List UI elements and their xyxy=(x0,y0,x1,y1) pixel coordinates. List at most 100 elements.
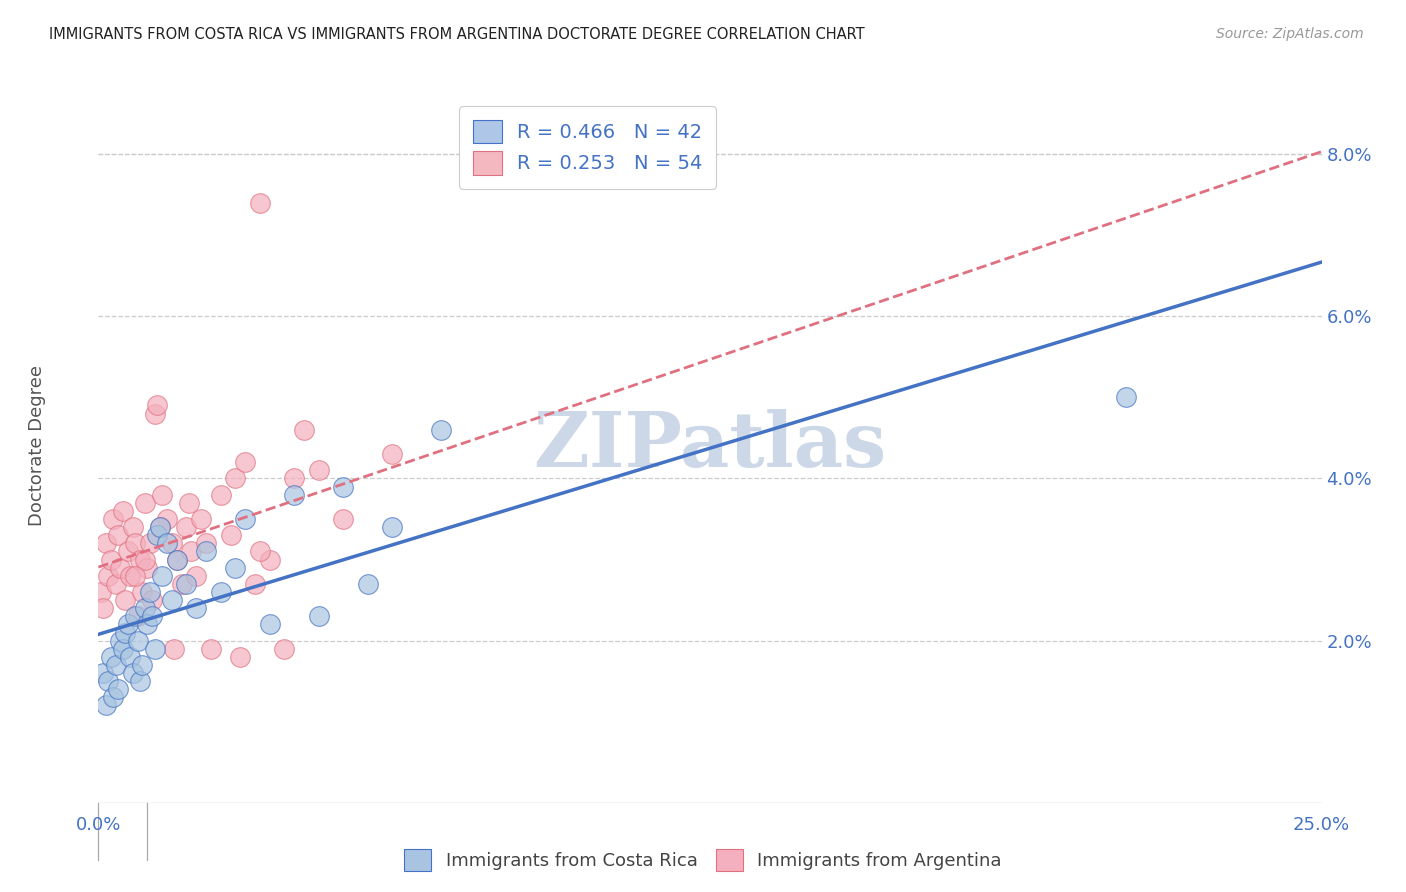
Point xyxy=(166,552,188,566)
Point xyxy=(100,649,122,664)
Point xyxy=(233,455,256,469)
Point xyxy=(381,447,404,461)
Point xyxy=(356,577,378,591)
Point xyxy=(124,568,146,582)
Text: IMMIGRANTS FROM COSTA RICA VS IMMIGRANTS FROM ARGENTINA DOCTORATE DEGREE CORRELA: IMMIGRANTS FROM COSTA RICA VS IMMIGRANTS… xyxy=(49,27,865,42)
Text: Source: ZipAtlas.com: Source: ZipAtlas.com xyxy=(1216,27,1364,41)
Point xyxy=(143,641,166,656)
Point xyxy=(110,633,132,648)
Point xyxy=(134,601,156,615)
Point xyxy=(136,560,159,574)
Point xyxy=(1115,390,1137,404)
Point xyxy=(283,488,305,502)
Point xyxy=(100,552,122,566)
Point xyxy=(209,488,232,502)
Point xyxy=(107,528,129,542)
Point xyxy=(139,585,162,599)
Legend: Immigrants from Costa Rica, Immigrants from Argentina: Immigrants from Costa Rica, Immigrants f… xyxy=(396,842,1010,879)
Point xyxy=(91,666,114,681)
Point xyxy=(149,520,172,534)
Point xyxy=(134,552,156,566)
Point xyxy=(430,423,453,437)
Point xyxy=(141,609,163,624)
Point xyxy=(170,577,193,591)
Point xyxy=(195,536,218,550)
Point xyxy=(177,496,200,510)
Point xyxy=(127,633,149,648)
Point xyxy=(104,657,127,672)
Text: 0.0%: 0.0% xyxy=(76,816,121,834)
Text: Doctorate Degree: Doctorate Degree xyxy=(28,366,46,526)
Point xyxy=(110,560,132,574)
Point xyxy=(186,601,208,615)
Point xyxy=(308,609,330,624)
Point xyxy=(97,568,120,582)
Point xyxy=(195,544,218,558)
Point xyxy=(139,536,162,550)
Point xyxy=(156,512,179,526)
Point xyxy=(94,536,117,550)
Point xyxy=(149,520,172,534)
Point xyxy=(176,520,198,534)
Point xyxy=(186,568,208,582)
Point xyxy=(121,666,143,681)
Point xyxy=(101,512,124,526)
Point xyxy=(131,585,153,599)
Point xyxy=(114,625,136,640)
Point xyxy=(146,528,169,542)
Text: 25.0%: 25.0% xyxy=(1294,816,1350,834)
Point xyxy=(259,617,281,632)
Point xyxy=(124,609,146,624)
Point xyxy=(381,520,404,534)
Point xyxy=(97,674,120,689)
Point xyxy=(219,528,242,542)
Point xyxy=(107,682,129,697)
Point xyxy=(292,423,315,437)
Point xyxy=(101,690,124,705)
Point xyxy=(176,577,198,591)
Point xyxy=(332,512,354,526)
Point xyxy=(209,585,232,599)
Point xyxy=(111,504,134,518)
Point xyxy=(114,593,136,607)
Point xyxy=(259,552,281,566)
Point xyxy=(200,641,222,656)
Point xyxy=(163,641,186,656)
Point xyxy=(229,649,252,664)
Point xyxy=(308,463,330,477)
Point xyxy=(117,544,139,558)
Point xyxy=(160,593,183,607)
Point xyxy=(180,544,202,558)
Point xyxy=(136,617,159,632)
Point xyxy=(131,657,153,672)
Point xyxy=(190,512,212,526)
Point xyxy=(94,698,117,713)
Point xyxy=(224,471,246,485)
Point xyxy=(150,488,173,502)
Point xyxy=(160,536,183,550)
Point xyxy=(117,617,139,632)
Point xyxy=(120,649,142,664)
Point xyxy=(134,496,156,510)
Point xyxy=(111,641,134,656)
Point xyxy=(156,536,179,550)
Point xyxy=(273,641,295,656)
Legend: R = 0.466   N = 42, R = 0.253   N = 54: R = 0.466 N = 42, R = 0.253 N = 54 xyxy=(458,106,717,188)
Point xyxy=(129,674,152,689)
Point xyxy=(243,577,266,591)
Text: ZIPatlas: ZIPatlas xyxy=(533,409,887,483)
Point xyxy=(233,512,256,526)
Point xyxy=(120,568,142,582)
Point xyxy=(146,399,169,413)
Point xyxy=(141,593,163,607)
Point xyxy=(129,552,152,566)
Point xyxy=(143,407,166,421)
Point xyxy=(91,601,114,615)
Point xyxy=(224,560,246,574)
Point xyxy=(104,577,127,591)
Point xyxy=(150,568,173,582)
Point xyxy=(124,536,146,550)
Point xyxy=(283,471,305,485)
Point xyxy=(121,520,143,534)
Point xyxy=(127,609,149,624)
